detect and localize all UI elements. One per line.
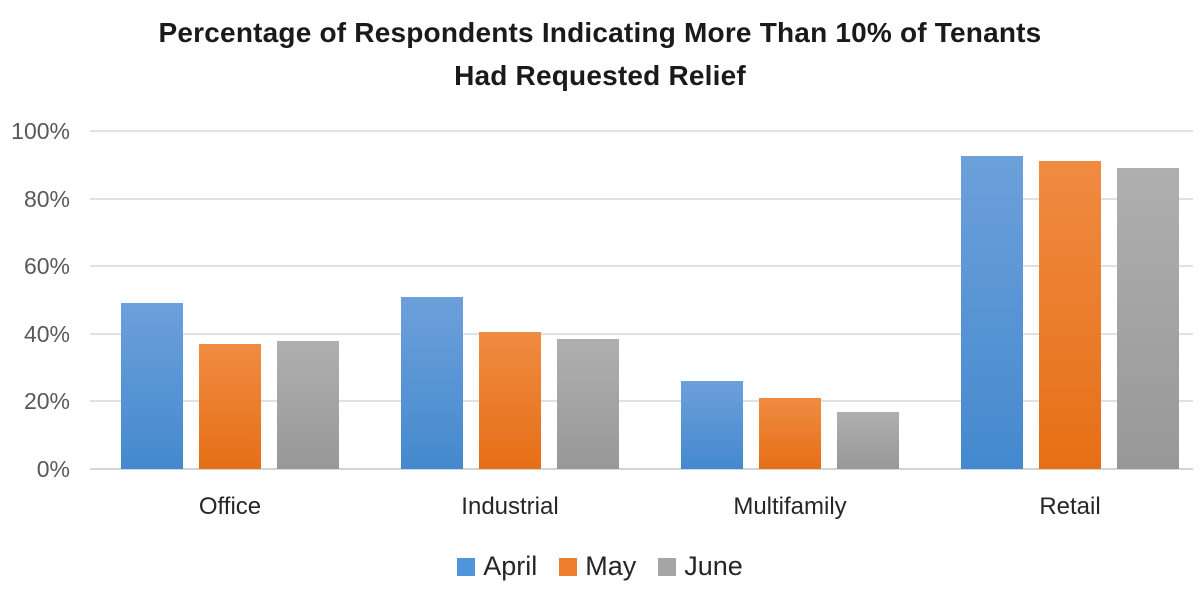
- bar-may-office: [199, 343, 261, 469]
- gridline: [90, 332, 1193, 335]
- bar-may-multifamily: [759, 398, 821, 469]
- legend-item-may: May: [559, 551, 636, 582]
- bar-june-multifamily: [837, 411, 899, 469]
- x-axis-category-label: Retail: [1039, 493, 1101, 520]
- legend-label: June: [684, 551, 743, 581]
- legend-label: April: [483, 551, 538, 581]
- y-axis-tick-label: 60%: [23, 253, 70, 280]
- x-axis-category-label: Multifamily: [733, 493, 847, 520]
- bar-may-industrial: [479, 332, 541, 469]
- bar-april-retail: [961, 156, 1023, 469]
- legend-swatch-icon: [457, 557, 476, 576]
- legend-item-april: April: [457, 551, 537, 582]
- bar-april-industrial: [401, 296, 463, 469]
- gridline: [90, 265, 1193, 268]
- legend-item-june: June: [658, 551, 743, 582]
- y-axis-tick-label: 80%: [23, 185, 70, 212]
- bar-june-industrial: [557, 338, 619, 469]
- bar-june-retail: [1117, 168, 1179, 469]
- y-axis-tick-label: 20%: [23, 388, 70, 415]
- bar-april-office: [121, 303, 183, 469]
- bar-june-office: [277, 340, 339, 469]
- x-axis-category-label: Industrial: [461, 493, 559, 520]
- y-axis-tick-label: 40%: [23, 320, 70, 347]
- y-axis-tick-label: 100%: [11, 118, 70, 144]
- gridline: [90, 197, 1193, 200]
- bar-april-multifamily: [681, 381, 743, 469]
- x-axis-line: [90, 468, 1193, 470]
- chart-title-line-2: Had Requested Relief: [454, 60, 746, 91]
- gridline: [90, 130, 1193, 132]
- legend: April May June: [0, 551, 1200, 582]
- chart-title-line-1: Percentage of Respondents Indicating Mor…: [158, 17, 1042, 48]
- gridline: [90, 400, 1193, 403]
- x-axis-category-label: Office: [198, 493, 262, 520]
- chart-title: Percentage of Respondents Indicating Mor…: [0, 11, 1200, 97]
- y-axis-tick-label: 0%: [36, 456, 70, 482]
- bar-may-retail: [1039, 161, 1101, 469]
- legend-label: May: [585, 551, 637, 581]
- legend-swatch-icon: [559, 557, 578, 576]
- legend-swatch-icon: [658, 557, 677, 576]
